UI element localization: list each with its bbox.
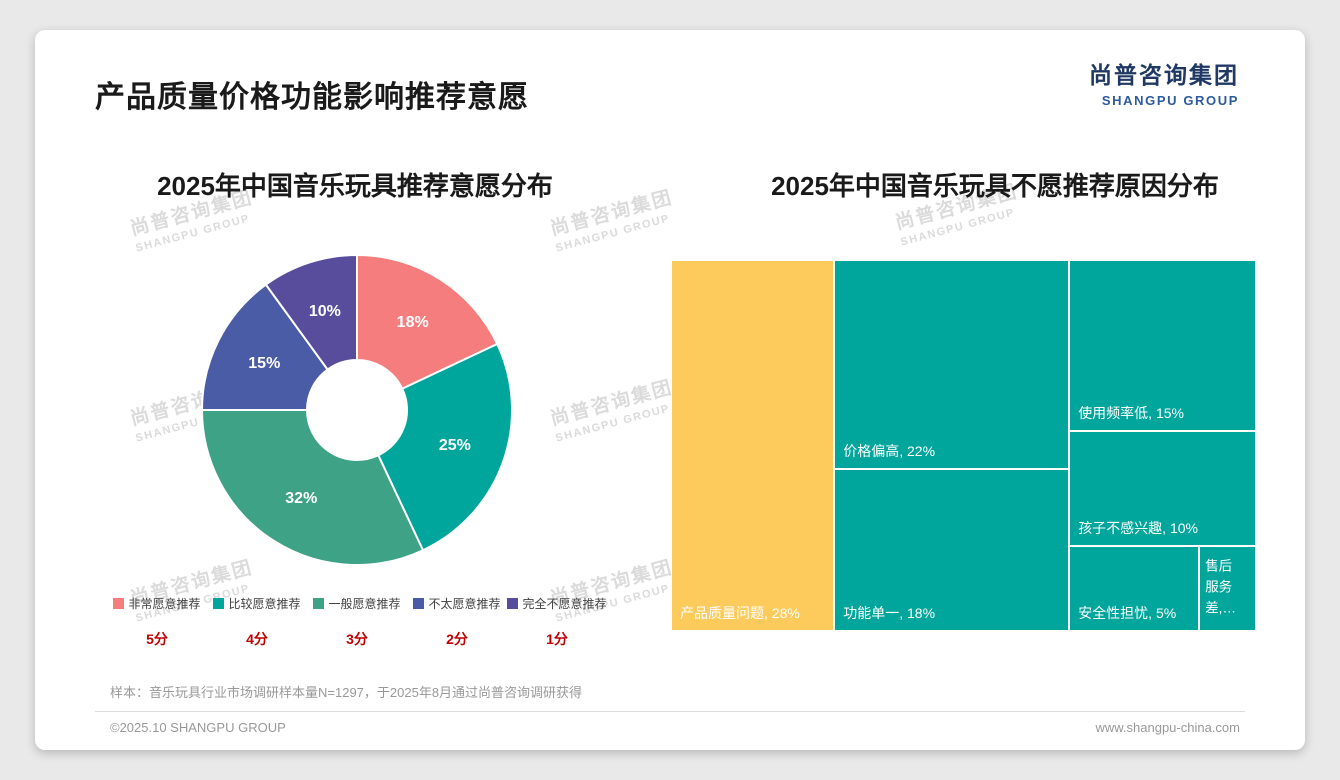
watermark-cn-text: 尚普咨询集团 [548, 377, 676, 431]
treemap-box-label: 安全性担忧, 5% [1078, 604, 1177, 621]
legend-item: 非常愿意推荐 [113, 595, 201, 612]
treemap-box: 价格偏高, 22% [835, 261, 1069, 468]
legend-swatch [413, 598, 425, 609]
legend-item: 完全不愿意推荐 [507, 595, 607, 612]
donut-segment-4 [200, 283, 330, 411]
legend-item: 不太愿意推荐 [413, 595, 501, 612]
watermark: 尚普咨询集团 SHANGPU GROUP [547, 372, 679, 444]
legend-item: 比较愿意推荐 [213, 595, 301, 612]
score-label: 4分 [246, 631, 268, 647]
donut-chart: 18% 25% 32% 15% 10% [200, 253, 513, 566]
legend-label: 非常愿意推荐 [128, 597, 201, 611]
donut-legend: 非常愿意推荐 5分 比较愿意推荐 4分 一般愿意推荐 3分 不太愿意推荐 2分 完全不愿意推荐 1… [107, 595, 607, 649]
slide-card: 尚普咨询集团 SHANGPU GROUP 尚普咨询集团 SHANGPU GROUP 尚普… [35, 30, 1305, 750]
footer-divider [95, 711, 1245, 712]
legend-column: 一般愿意推荐 3分 [307, 595, 407, 649]
page-title: 产品质量价格功能影响推荐意愿 [95, 81, 529, 114]
donut-chart-title: 2025年中国音乐玩具推荐意愿分布 [157, 171, 553, 201]
legend-swatch [213, 598, 225, 609]
legend-item: 一般愿意推荐 [313, 595, 401, 612]
treemap-box: 产品质量问题, 28% [672, 261, 833, 630]
donut-segment-label: 18% [397, 314, 429, 331]
donut-segment-label: 25% [439, 437, 471, 454]
treemap-box-label: 功能单一, 18% [843, 604, 936, 621]
donut-segment-5 [264, 253, 358, 371]
donut-segment-label: 32% [285, 490, 317, 507]
treemap-chart-title: 2025年中国音乐玩具不愿推荐原因分布 [771, 171, 1219, 201]
website-text: www.shangpu-china.com [1095, 720, 1240, 735]
treemap-box: 使用频率低, 15% [1070, 261, 1255, 430]
footer: ©2025.10 SHANGPU GROUP www.shangpu-china… [110, 720, 1240, 735]
treemap-box-label: 使用频率低, 15% [1078, 405, 1184, 421]
donut-segment-label: 15% [248, 355, 280, 372]
company-logo: 尚普咨询集团 SHANGPU GROUP [1089, 56, 1239, 108]
legend-column: 不太愿意推荐 2分 [407, 595, 507, 649]
legend-column: 非常愿意推荐 5分 [107, 595, 207, 649]
legend-swatch [313, 598, 325, 609]
treemap-box-label: 价格偏高, 22% [843, 443, 936, 459]
logo-chinese-text: 尚普咨询集团 [1089, 62, 1239, 88]
logo-english-text: SHANGPU GROUP [1101, 93, 1239, 108]
legend-label: 比较愿意推荐 [228, 597, 301, 611]
treemap-chart: 产品质量问题, 28% 价格偏高, 22% 功能单一, 18% 使用频率低, 15% 孩… [672, 261, 1255, 630]
treemap-box: 售后服务差,… [1200, 546, 1255, 630]
donut-segment-3 [200, 409, 425, 566]
legend-swatch [113, 598, 125, 609]
treemap-box: 功能单一, 18% [835, 470, 1069, 630]
score-label: 3分 [346, 631, 368, 647]
treemap-box: 安全性担忧, 5% [1070, 546, 1198, 630]
watermark-en-text: SHANGPU GROUP [134, 212, 252, 255]
score-label: 5分 [146, 631, 168, 647]
sample-note: 样本：音乐玩具行业市场调研样本量N=1297，于2025年8月通过尚普咨询调研获… [110, 685, 583, 700]
legend-label: 不太愿意推荐 [428, 597, 501, 611]
treemap-box-label: 售后服务差,… [1205, 559, 1236, 616]
score-label: 2分 [446, 631, 468, 647]
legend-column: 完全不愿意推荐 1分 [507, 595, 607, 649]
legend-column: 比较愿意推荐 4分 [207, 595, 307, 649]
legend-swatch [507, 598, 519, 609]
donut-segment-2 [376, 342, 513, 552]
watermark-en-text: SHANGPU GROUP [554, 402, 672, 445]
watermark-en-text: SHANGPU GROUP [899, 206, 1017, 249]
donut-segment-label: 10% [309, 303, 341, 320]
treemap-box: 孩子不感兴趣, 10% [1070, 431, 1255, 545]
score-label: 1分 [546, 631, 568, 647]
watermark-en-text: SHANGPU GROUP [554, 212, 672, 255]
legend-label: 完全不愿意推荐 [522, 597, 607, 611]
donut-segment-1 [356, 253, 499, 391]
treemap-box-label: 孩子不感兴趣, 10% [1078, 519, 1198, 536]
copyright-text: ©2025.10 SHANGPU GROUP [110, 720, 286, 735]
treemap-box-label: 产品质量问题, 28% [680, 605, 800, 621]
legend-label: 一般愿意推荐 [328, 597, 401, 611]
